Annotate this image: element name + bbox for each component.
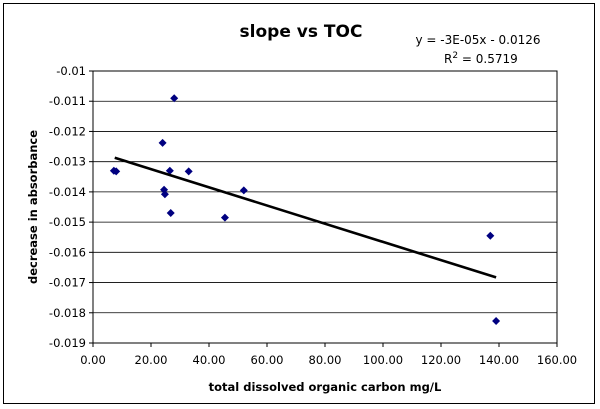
- y-tick-label: -0.018: [49, 306, 86, 320]
- y-tick-label: -0.016: [49, 245, 86, 259]
- data-point: [184, 167, 193, 176]
- data-point: [486, 231, 495, 240]
- y-tick-label: -0.012: [49, 124, 86, 138]
- x-tick-label: 40.00: [193, 353, 226, 367]
- data-point: [220, 213, 229, 222]
- data-point: [112, 167, 121, 176]
- x-tick-label: 60.00: [251, 353, 284, 367]
- data-point: [492, 316, 501, 325]
- y-tick-label: -0.017: [49, 276, 86, 290]
- trendline: [114, 156, 497, 279]
- y-axis-ticks: -0.01 -0.011 -0.012 -0.013 -0.014 -0.015 -0.01…: [49, 64, 93, 350]
- chart-title: slope vs TOC: [240, 22, 363, 42]
- y-tick-label: -0.019: [49, 336, 86, 350]
- y-axis-label: decrease in absorbance: [26, 130, 40, 284]
- data-point: [166, 209, 175, 218]
- x-tick-label: 120.00: [421, 353, 461, 367]
- chart-frame: [3, 3, 595, 404]
- x-tick-label: 140.00: [479, 353, 519, 367]
- y-tick-label: -0.014: [49, 185, 86, 199]
- data-point: [158, 138, 167, 147]
- y-tick-label: -0.011: [49, 94, 86, 108]
- data-points: [109, 94, 501, 325]
- data-point: [170, 94, 179, 103]
- x-tick-label: 80.00: [309, 353, 342, 367]
- x-tick-label: 100.00: [363, 353, 403, 367]
- gridlines: [93, 100, 557, 314]
- x-tick-label: 20.00: [135, 353, 168, 367]
- y-tick-label: -0.01: [56, 64, 86, 78]
- y-tick-label: -0.013: [49, 155, 86, 169]
- x-tick-label: 160.00: [537, 353, 577, 367]
- x-tick-label: 0.00: [80, 353, 106, 367]
- y-tick-label: -0.015: [49, 215, 86, 229]
- r-squared-label: R2 = 0.5719: [444, 51, 518, 66]
- data-point: [239, 186, 248, 195]
- data-point: [160, 190, 169, 199]
- x-axis-ticks: 0.00 20.00 40.00 60.00 80.00 100.00 120.00 140.…: [80, 343, 577, 367]
- trendline-equation: y = -3E-05x - 0.0126: [416, 33, 541, 47]
- x-axis-label: total dissolved organic carbon mg/L: [209, 380, 442, 394]
- data-point: [165, 166, 174, 175]
- plot-area: [92, 70, 558, 344]
